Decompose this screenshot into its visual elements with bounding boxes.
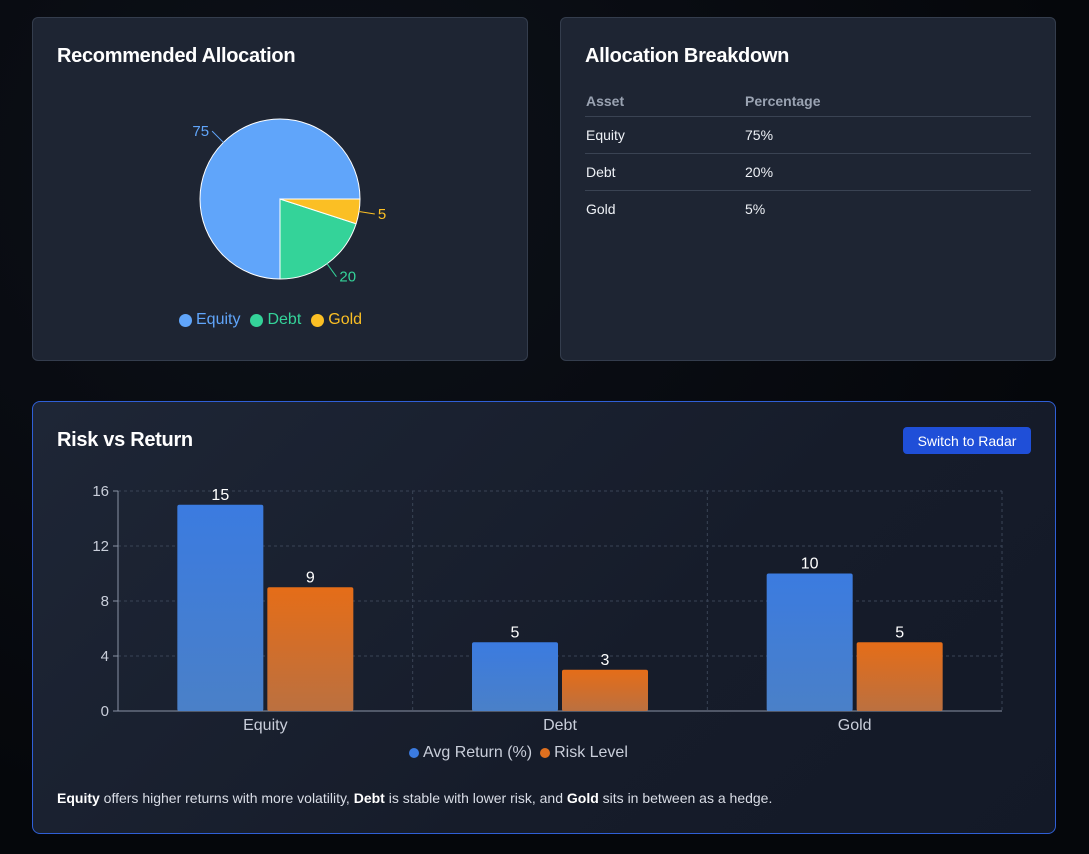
x-tick-label: Gold — [838, 717, 872, 734]
cell-asset: Equity — [585, 116, 744, 154]
legend-dot-debt — [250, 313, 264, 327]
pie-legend: Equity Debt Gold — [179, 311, 362, 329]
note-debt: Debt — [353, 790, 385, 806]
bar-avg-return-equity[interactable] — [177, 504, 264, 711]
pie-card-title: Recommended Allocation — [57, 45, 296, 67]
legend-dot-risk-level — [540, 748, 551, 758]
bar-risk-level-gold[interactable] — [856, 642, 943, 711]
legend-dot-avg-return — [409, 748, 419, 758]
note-gold: Gold — [566, 790, 599, 806]
pie-leader-line — [326, 263, 337, 277]
y-tick-label: 4 — [101, 648, 109, 665]
allocation-table: Asset Percentage Equity 75% Debt 20% Gol… — [585, 86, 1031, 227]
header-percentage: Percentage — [744, 86, 1031, 117]
legend-item-gold[interactable]: Gold — [311, 311, 362, 329]
note-text-1: offers higher returns with more volatili… — [99, 790, 354, 806]
bar-risk-level-debt[interactable] — [562, 669, 648, 711]
bar-data-label: 10 — [801, 556, 819, 573]
legend-dot-gold — [311, 313, 325, 327]
legend-item-avg-return[interactable]: Avg Return (%) — [409, 744, 532, 762]
bar-legend: Avg Return (%) Risk Level — [409, 744, 628, 762]
legend-dot-equity — [179, 313, 192, 327]
legend-label-gold: Gold — [328, 311, 363, 328]
risk-return-bar-chart: 0 4 8 12 16 15 9 Equity 5 3 Debt 10 5 Gold — [92, 483, 1003, 734]
bar-data-label: 5 — [511, 624, 520, 641]
pie-leader-line — [211, 130, 224, 143]
legend-item-debt[interactable]: Debt — [250, 311, 301, 329]
y-tick-label: 8 — [101, 593, 109, 610]
bar-risk-level-equity[interactable] — [267, 587, 354, 711]
pie-data-label: 75 — [192, 123, 209, 140]
allocation-breakdown-card: Allocation Breakdown Asset Percentage Eq… — [560, 17, 1056, 361]
table-card-title: Allocation Breakdown — [585, 45, 790, 67]
y-tick-label: 16 — [92, 483, 109, 500]
cell-asset: Gold — [586, 200, 616, 217]
cell-percentage: 20% — [744, 153, 1031, 191]
x-tick-label: Equity — [243, 717, 287, 734]
bar-card-title: Risk vs Return — [57, 429, 193, 451]
table-header-row: Asset Percentage — [585, 86, 1031, 117]
note-text-3: sits in between as a hedge. — [598, 790, 773, 806]
legend-label-risk-level: Risk Level — [554, 744, 628, 761]
bar-data-label: 9 — [306, 569, 315, 586]
x-tick-label: Debt — [543, 717, 577, 734]
header-asset: Asset — [585, 86, 744, 117]
legend-item-risk-level[interactable]: Risk Level — [540, 744, 628, 762]
cell-percentage: 75% — [744, 116, 1031, 154]
y-tick-label: 0 — [101, 703, 109, 720]
table-row: Gold 5% — [585, 190, 1031, 227]
allocation-pie-chart: 75 20 5 — [192, 118, 386, 286]
legend-label-equity: Equity — [196, 311, 241, 328]
pie-leader-line — [358, 211, 375, 215]
note-text-2: is stable with lower risk, and — [384, 790, 567, 806]
bar-data-label: 5 — [895, 624, 904, 641]
note-equity: Equity — [57, 790, 100, 806]
table-row: Equity 75% — [585, 116, 1031, 154]
y-tick-label: 12 — [92, 538, 109, 555]
cell-asset: Debt — [585, 153, 744, 191]
legend-item-equity[interactable]: Equity — [179, 311, 240, 329]
table-row: Debt 20% — [585, 153, 1031, 191]
cell-percentage: 5% — [745, 200, 766, 217]
bar-data-label: 3 — [601, 652, 610, 669]
switch-to-radar-button[interactable]: Switch to Radar — [903, 427, 1031, 454]
legend-label-debt: Debt — [267, 311, 302, 328]
pie-data-label: 5 — [378, 206, 386, 223]
risk-return-card: Risk vs Return Switch to Radar 0 4 8 12 16 15… — [32, 401, 1056, 834]
allocation-pie-card: Recommended Allocation 75 20 5 Equity Debt… — [32, 17, 528, 361]
chart-note: Equity offers higher returns with more v… — [57, 790, 772, 806]
pie-data-label: 20 — [339, 269, 356, 286]
bar-data-label: 15 — [211, 487, 229, 504]
bar-avg-return-debt[interactable] — [472, 642, 558, 711]
legend-label-avg-return: Avg Return (%) — [423, 744, 533, 761]
bar-avg-return-gold[interactable] — [766, 573, 853, 712]
